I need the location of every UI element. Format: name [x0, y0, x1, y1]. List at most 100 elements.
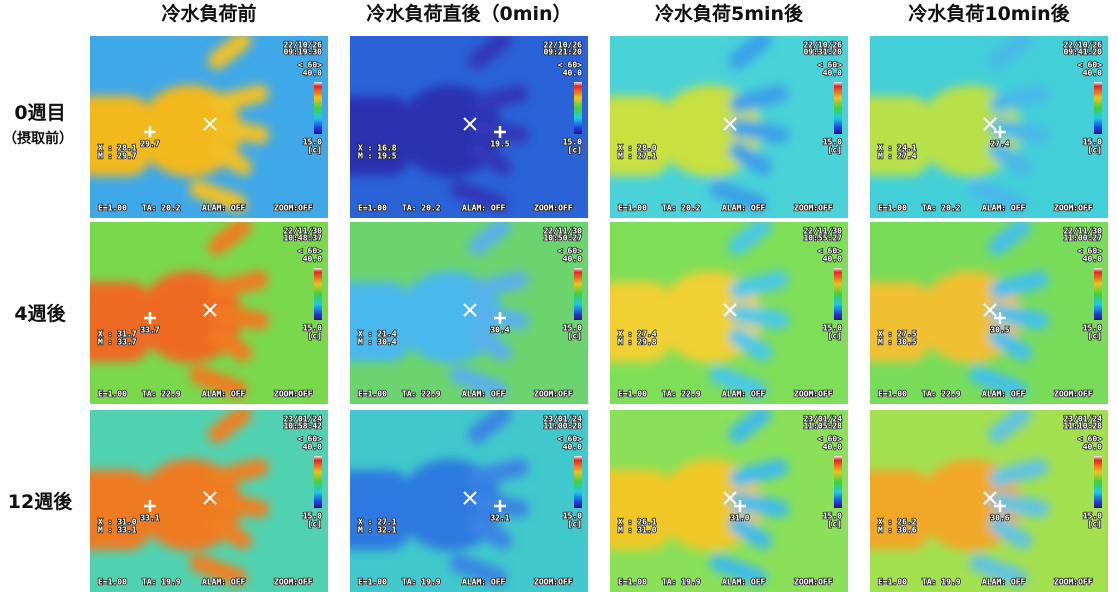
finger: [988, 36, 1032, 70]
footer-item: TA: 22.9: [142, 390, 181, 399]
scale-min: 15.0: [1083, 138, 1102, 147]
spot-marker: [494, 126, 506, 138]
arm: [610, 470, 670, 550]
center-marker: [983, 117, 997, 131]
center-marker: [463, 117, 477, 131]
scale-max: 40.0: [563, 69, 582, 78]
scale-min: 15.0: [563, 512, 582, 521]
finger: [729, 304, 790, 330]
m-reading: M : 27.4: [878, 152, 917, 161]
finger: [728, 515, 773, 550]
time: 11:05:28: [803, 422, 842, 431]
x-reading: X : 31.7: [98, 330, 137, 339]
footer-item: ZOOM:OFF: [274, 578, 313, 587]
finger: [728, 410, 772, 444]
column-header: 冷水負荷直後（0min）: [366, 2, 571, 25]
footer-item: TA: 22.9: [922, 390, 961, 399]
finger: [209, 84, 269, 113]
date: 22/10/26: [283, 41, 322, 50]
hand: [350, 222, 530, 399]
footer-item: TA: 19.9: [922, 578, 961, 587]
row-sublabel: （摂取前）: [3, 130, 73, 147]
footer-item: ALAM: OFF: [462, 390, 506, 399]
footer-item: ZOOM:OFF: [534, 578, 573, 587]
date: 23/01/24: [283, 415, 322, 424]
center-marker: [723, 117, 737, 131]
thumb: [709, 554, 767, 587]
color-scale: [1094, 82, 1102, 134]
footer-item: ZOOM:OFF: [274, 390, 313, 399]
finger: [469, 458, 529, 487]
spot-value: 32.1: [490, 514, 509, 523]
spot-marker: [734, 500, 746, 512]
hand: [870, 222, 1050, 399]
thumb: [969, 180, 1027, 213]
finger: [988, 515, 1033, 550]
footer-item: ALAM: OFF: [722, 578, 766, 587]
footer-item: ALAM: OFF: [462, 204, 506, 213]
center-marker: [203, 303, 217, 317]
thumb: [969, 366, 1027, 399]
x-reading: X : 16.8: [358, 144, 397, 153]
finger: [728, 327, 773, 362]
x-reading: X : 26.2: [878, 518, 917, 527]
column-header: 冷水負荷前: [161, 2, 256, 25]
finger: [208, 410, 252, 444]
date: 23/01/24: [803, 415, 842, 424]
footer-item: TA: 22.9: [662, 390, 701, 399]
scale-max: 40.0: [303, 69, 322, 78]
range: < 60>: [558, 435, 582, 444]
x-reading: X : 31.0: [98, 518, 137, 527]
arm: [350, 96, 410, 176]
footer-item: ALAM: OFF: [722, 204, 766, 213]
finger: [208, 327, 253, 362]
scale-max: 40.0: [303, 443, 322, 452]
row-label: 0週目: [14, 102, 65, 124]
finger: [208, 36, 252, 70]
date: 22/11/30: [543, 227, 582, 236]
finger: [729, 118, 790, 144]
scale-max: 40.0: [563, 443, 582, 452]
finger: [208, 515, 253, 550]
footer-item: ZOOM:OFF: [1054, 204, 1093, 213]
m-reading: M : 27.1: [618, 152, 657, 161]
scale-min: 15.0: [563, 138, 582, 147]
hand: [90, 36, 270, 213]
unit: [c]: [828, 332, 842, 341]
footer-item: ALAM: OFF: [202, 204, 246, 213]
thumb: [709, 180, 767, 213]
finger: [208, 141, 253, 176]
finger: [989, 270, 1049, 299]
x-reading: X : 26.1: [618, 518, 657, 527]
scale-min: 15.0: [823, 138, 842, 147]
scale-max: 40.0: [563, 255, 582, 264]
date: 22/11/30: [803, 227, 842, 236]
center-marker: [983, 491, 997, 505]
thumb: [189, 366, 247, 399]
spot-value: 27.4: [990, 140, 1009, 149]
range: < 60>: [1078, 435, 1102, 444]
footer-item: ZOOM:OFF: [274, 204, 313, 213]
unit: [c]: [308, 520, 322, 529]
footer-item: TA: 22.9: [402, 390, 441, 399]
m-reading: M : 31.0: [618, 526, 657, 535]
m-reading: M : 32.1: [358, 526, 397, 535]
range: < 60>: [558, 247, 582, 256]
footer-item: TA: 20.2: [922, 204, 961, 213]
finger: [469, 84, 529, 113]
finger: [988, 327, 1033, 362]
color-scale: [314, 82, 322, 134]
finger: [729, 84, 789, 113]
footer-item: ZOOM:OFF: [534, 204, 573, 213]
spot-value: 30.5: [990, 326, 1009, 335]
finger: [468, 327, 513, 362]
center-marker: [463, 491, 477, 505]
range: < 60>: [818, 247, 842, 256]
x-reading: X : 27.1: [358, 518, 397, 527]
